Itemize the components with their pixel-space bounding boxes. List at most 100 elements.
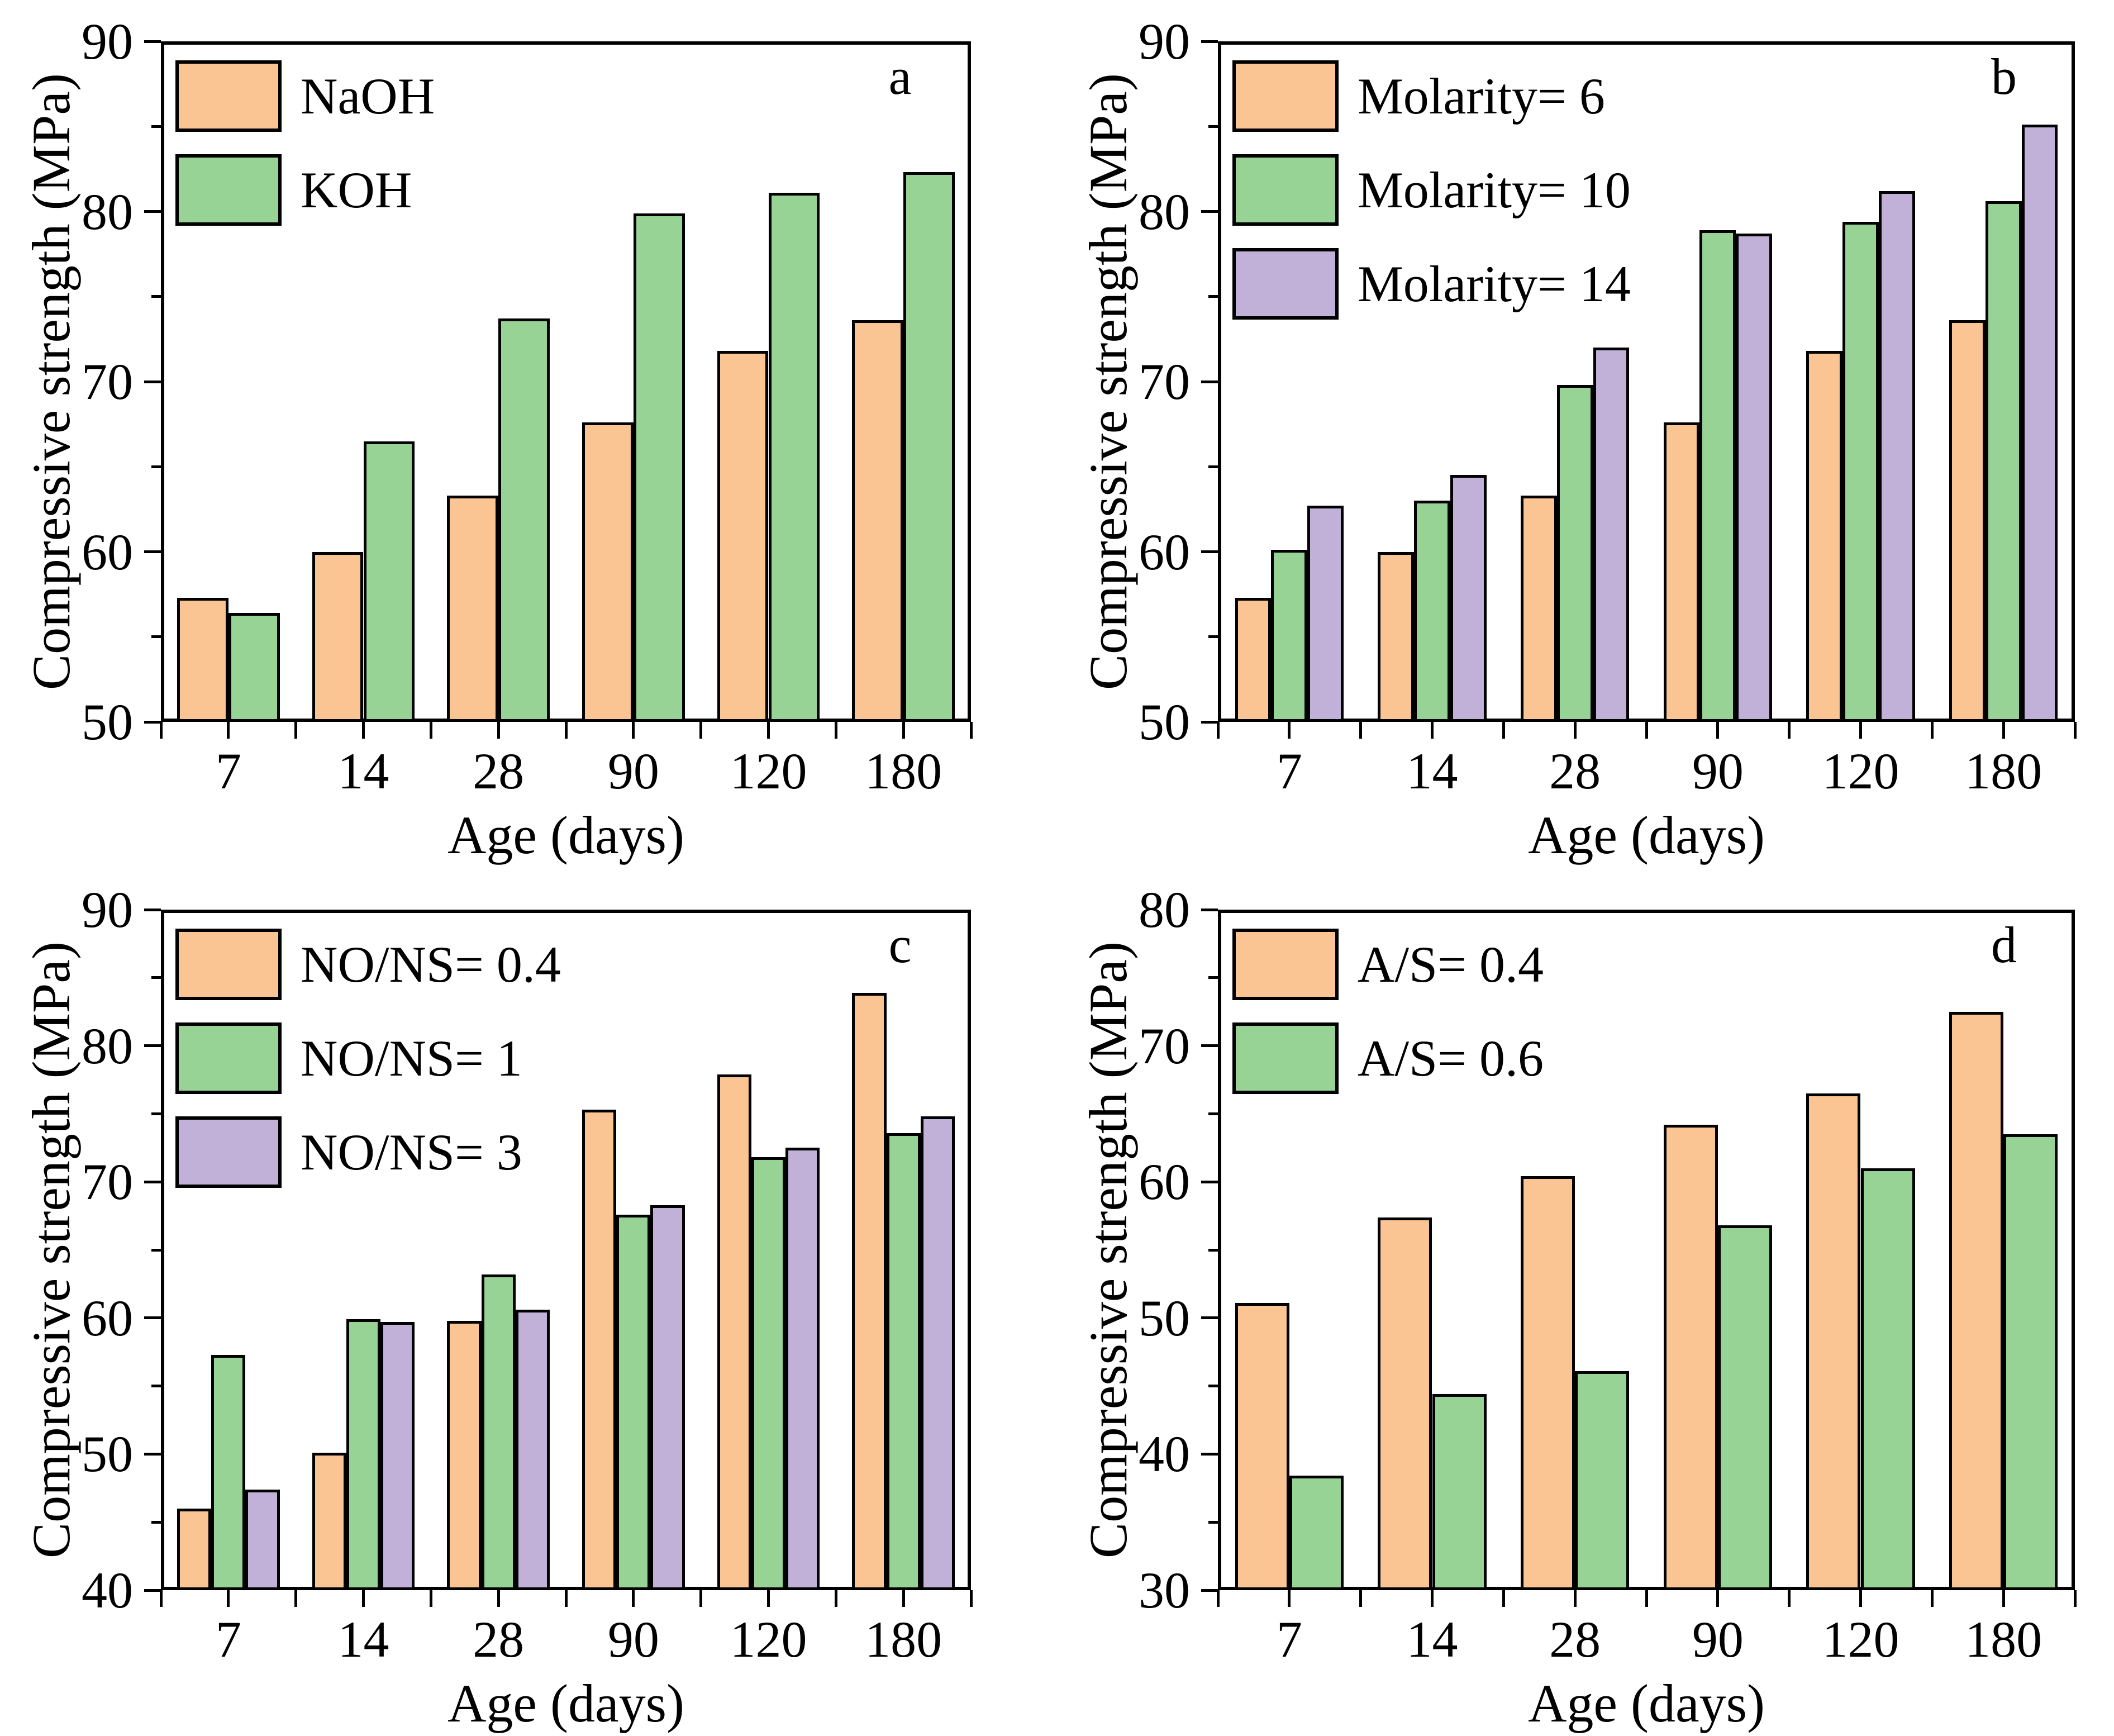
x-major-tick [1716, 1590, 1720, 1607]
bar-Molarity=14-180d [2021, 125, 2058, 722]
bar-NO/NS=3-28d [515, 1310, 550, 1590]
x-tick-label: 120 [730, 1611, 807, 1668]
x-axis-title: Age (days) [1528, 805, 1765, 865]
y-minor-tick [1208, 1248, 1218, 1252]
x-minor-tick [969, 722, 973, 739]
y-minor-tick [1208, 1112, 1218, 1115]
bar-KOH-14d [363, 441, 415, 722]
bar-NO/NS=1-14d [346, 1319, 381, 1590]
y-major-tick [1201, 1044, 1218, 1048]
bar-Molarity=6-90d [1663, 422, 1700, 722]
legend-swatch-A/S=0.6 [1232, 1022, 1339, 1094]
legend-label-A/S=0.6: A/S= 0.6 [1358, 1030, 1544, 1087]
bar-A/S=0.4-120d [1806, 1093, 1861, 1590]
legend-label-A/S=0.4: A/S= 0.4 [1358, 936, 1544, 993]
y-tick-label: 30 [1139, 1562, 1190, 1619]
bar-Molarity=6-180d [1949, 320, 1986, 722]
x-tick-label: 180 [865, 1611, 942, 1668]
bar-NO/NS=0.4-120d [717, 1074, 751, 1590]
y-tick-label: 80 [1139, 881, 1190, 938]
y-tick-label: 80 [82, 183, 133, 240]
x-major-tick [227, 1590, 230, 1607]
y-tick-label: 50 [82, 1425, 133, 1483]
x-major-tick [1573, 722, 1577, 739]
y-minor-tick [151, 1520, 161, 1524]
x-tick-label: 180 [865, 743, 942, 800]
legend-swatch-A/S=0.4 [1232, 929, 1339, 1000]
x-major-tick [767, 722, 770, 739]
y-major-tick [1201, 1316, 1218, 1320]
legend-swatch-NO/NS=0.4 [175, 929, 282, 1000]
bar-NO/NS=3-7d [245, 1489, 280, 1590]
x-tick-label: 120 [1822, 743, 1899, 800]
bar-Molarity=10-180d [1985, 201, 2022, 722]
bar-Molarity=14-28d [1593, 348, 1630, 722]
y-tick-label: 50 [82, 693, 133, 750]
x-major-tick [902, 1590, 905, 1607]
y-major-tick [144, 908, 161, 911]
bar-Molarity=10-28d [1556, 385, 1593, 722]
y-major-tick [1201, 210, 1218, 213]
y-major-tick [144, 1452, 161, 1456]
bar-Molarity=10-120d [1842, 221, 1879, 722]
y-minor-tick [151, 1385, 161, 1388]
x-minor-tick [564, 1590, 568, 1607]
x-tick-label: 28 [473, 743, 525, 800]
bar-A/S=0.4-90d [1663, 1124, 1718, 1590]
x-major-tick [632, 722, 635, 739]
bar-NaOH-120d [717, 351, 769, 722]
y-minor-tick [151, 976, 161, 979]
bar-NO/NS=3-90d [650, 1205, 685, 1590]
plot-area-a [161, 41, 971, 722]
legend-swatch-Molarity=10 [1232, 154, 1339, 226]
legend-label-KOH: KOH [301, 161, 412, 218]
x-tick-label: 7 [1276, 743, 1302, 800]
bar-A/S=0.4-14d [1378, 1217, 1432, 1590]
bar-Molarity=14-90d [1736, 234, 1772, 722]
x-tick-label: 90 [607, 743, 659, 800]
y-tick-label: 50 [1139, 1289, 1190, 1347]
y-tick-label: 60 [82, 1289, 133, 1347]
bar-NO/NS=0.4-180d [852, 992, 887, 1590]
y-major-tick [1201, 40, 1218, 43]
x-tick-label: 180 [1965, 743, 2042, 800]
y-minor-tick [1208, 1385, 1218, 1388]
y-major-tick [144, 210, 161, 213]
y-major-tick [1201, 1180, 1218, 1183]
y-minor-tick [1208, 295, 1218, 298]
panel-c: 40 50 60 70 80 90 7 14 28 90 120 180 NO/NS= 0.4 NO/NS… [0, 868, 1057, 1736]
x-minor-tick [564, 722, 568, 739]
bar-A/S=0.6-28d [1575, 1371, 1630, 1590]
x-tick-label: 14 [1406, 1611, 1458, 1668]
bar-A/S=0.6-90d [1717, 1225, 1772, 1590]
x-minor-tick [1788, 722, 1791, 739]
legend-label-NO/NS=0.4: NO/NS= 0.4 [301, 936, 561, 993]
x-major-tick [632, 1590, 635, 1607]
x-axis-title: Age (days) [447, 805, 684, 865]
x-minor-tick [834, 722, 837, 739]
x-minor-tick [159, 1590, 163, 1607]
bar-Molarity=14-14d [1450, 475, 1487, 722]
x-tick-label: 90 [1692, 1611, 1744, 1668]
x-major-tick [2002, 722, 2005, 739]
panel-letter: a [888, 48, 912, 105]
y-tick-label: 70 [82, 1153, 133, 1211]
bar-Molarity=10-7d [1271, 550, 1308, 722]
panel-a: 50 60 70 80 90 7 14 28 90 120 180 NaOH KOH Compressi… [0, 0, 1057, 868]
x-tick-label: 90 [1692, 743, 1744, 800]
x-major-tick [1431, 722, 1434, 739]
bar-NO/NS=1-28d [481, 1274, 516, 1590]
bar-NO/NS=0.4-28d [447, 1320, 482, 1590]
y-major-tick [144, 1588, 161, 1592]
x-minor-tick [1216, 722, 1220, 739]
x-major-tick [362, 722, 365, 739]
x-minor-tick [1645, 1590, 1648, 1607]
bar-Molarity=6-120d [1806, 351, 1843, 722]
bar-NO/NS=0.4-7d [177, 1508, 212, 1590]
bar-NaOH-14d [312, 551, 364, 722]
legend-label-NaOH: NaOH [301, 68, 435, 125]
y-minor-tick [1208, 976, 1218, 979]
x-axis-title: Age (days) [447, 1673, 684, 1733]
bar-NO/NS=1-180d [886, 1133, 921, 1590]
x-major-tick [1859, 1590, 1862, 1607]
